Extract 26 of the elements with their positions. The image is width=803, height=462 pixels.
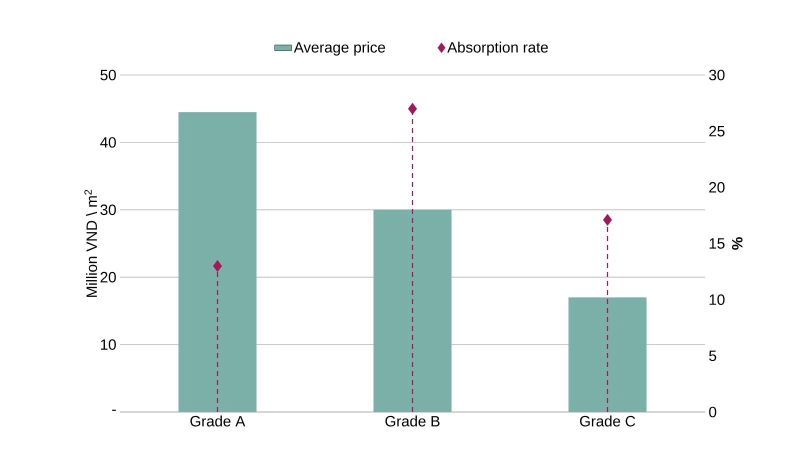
- bar: [568, 297, 647, 412]
- bar: [178, 112, 257, 412]
- point: [408, 103, 417, 114]
- legend-label: Average price: [294, 42, 386, 56]
- x-tick-label: Grade A: [190, 416, 246, 426]
- y-tick-label: 40: [100, 137, 116, 148]
- bar: [374, 210, 452, 412]
- y-axis-title: Million VND \ m$^{2}$: [84, 190, 98, 297]
- x-tick-label: Grade B: [385, 416, 440, 426]
- point: [213, 260, 222, 272]
- y2-axis-title: %: [732, 237, 742, 250]
- y-tick-label: 30: [100, 204, 116, 216]
- point: [603, 214, 612, 226]
- y2-tick-label: 30: [709, 70, 725, 80]
- y2-tick-label: 0: [709, 406, 716, 418]
- y2-tick-label: 15: [710, 238, 725, 249]
- y2-tick-label: 10: [710, 294, 725, 305]
- y2-tick-label: 20: [709, 182, 725, 193]
- x-tick-label: Grade C: [580, 416, 636, 426]
- y2-tick-label: 25: [709, 126, 725, 136]
- y-tick-label: 20: [100, 272, 116, 282]
- y-tick-label: 50: [100, 70, 116, 80]
- y2-tick-label: 5: [709, 350, 716, 362]
- legend-label: Absorption rate: [447, 42, 548, 56]
- y-tick-label: -: [112, 410, 116, 411]
- y-tick-label: 10: [101, 339, 116, 350]
